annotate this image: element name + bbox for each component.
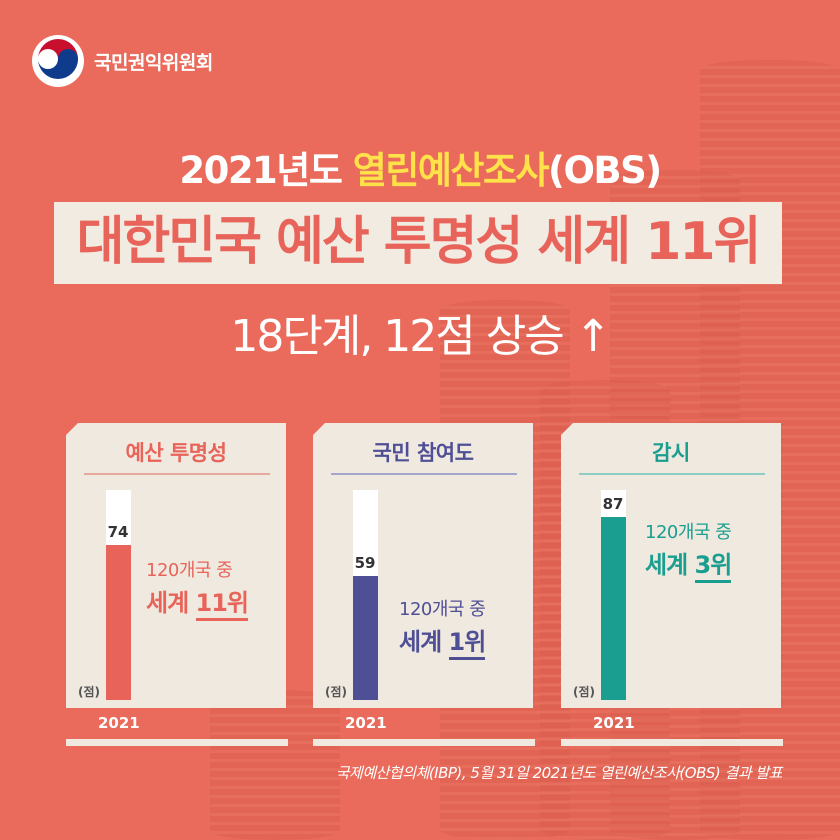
chart-panel-public-participation: 국민 참여도 59 (점) 120개국 중 세계 1위 [313,423,533,708]
unit-label: (점) [78,685,101,699]
panel-base [561,739,783,746]
header: 국민권익위원회 [32,35,213,87]
divider [84,473,270,475]
unit-label: (점) [573,685,596,699]
rank-prefix: 세계 [146,589,196,617]
x-tick-2021: 2021 [593,714,635,732]
rank-context: 120개국 중 [146,560,233,581]
coin-stack-decoration [210,690,340,840]
chart-title: 국민 참여도 [372,441,474,465]
bar-value-label: 59 [354,554,376,572]
rank-result: 세계 1위 [399,622,486,660]
bar-2021 [601,517,626,700]
bar-value-label: 87 [602,495,624,513]
headline-survey-name: 열린예산조사 [352,149,550,192]
org-name: 국민권익위원회 [94,51,213,74]
headline-survey: 2021년도 열린예산조사(OBS) [0,140,840,194]
rank-result: 세계 11위 [146,583,249,621]
bar-2021 [106,545,131,700]
rank-context: 120개국 중 [645,522,732,543]
chart-title: 감시 [652,441,690,465]
rank-result: 세계 3위 [645,545,732,583]
divider [331,473,517,475]
headline-survey-abbr: (OBS) [548,149,662,192]
taegeuk-emblem-icon [32,35,84,87]
rank-context: 120개국 중 [399,599,486,620]
rank-number: 11위 [195,589,249,621]
unit-label: (점) [325,685,348,699]
rank-prefix: 세계 [399,628,449,656]
headline-banner [54,202,782,284]
headline-rise: 18단계, 12점 상승 ↑ [230,311,611,362]
bar-2021 [353,576,378,700]
divider [579,473,765,475]
x-tick-2021: 2021 [345,714,387,732]
chart-title: 예산 투명성 [125,441,227,465]
chart-panel-oversight: 감시 87 (점) 120개국 중 세계 3위 [561,423,781,708]
source-note: 국제예산협의체(IBP), 5월 31일 2021년도 열린예산조사(OBS) … [335,764,783,782]
panel-base [66,739,288,746]
x-tick-2021: 2021 [98,714,140,732]
headline-main: 대한민국 예산 투명성 세계 11위 [76,212,762,272]
headline-survey-year: 2021년도 [179,149,353,192]
rank-number: 3위 [694,551,732,583]
rank-prefix: 세계 [645,551,695,579]
chart-panel-budget-transparency: 예산 투명성 74 (점) 120개국 중 세계 11위 [66,423,286,708]
bar-value-label: 74 [107,523,129,541]
panel-base [313,739,535,746]
rank-number: 1위 [448,628,486,660]
